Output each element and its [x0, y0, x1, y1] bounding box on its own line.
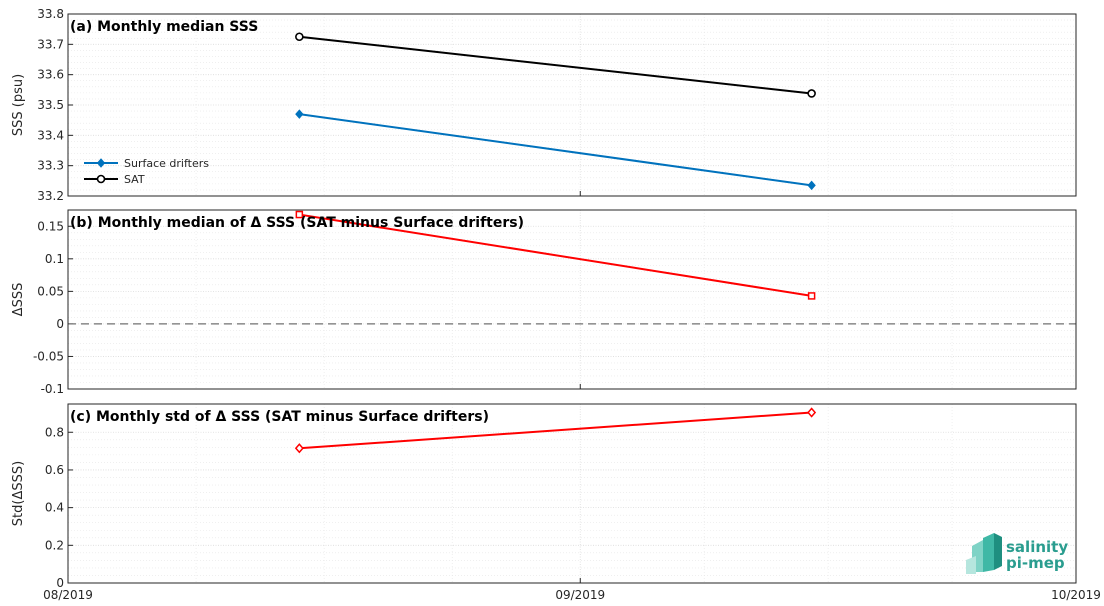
y-tick-label: 33.3	[37, 159, 64, 173]
y-tick-label: 0.2	[45, 538, 64, 552]
panel-b-background	[68, 210, 1076, 389]
panel-title: (a) Monthly median SSS	[70, 19, 258, 35]
logo-text-line1: salinity	[1006, 538, 1068, 556]
x-axis-labels: 08/2019 09/2019 10/2019	[43, 588, 1101, 602]
panel-title: (c) Monthly std of Δ SSS (SAT minus Surf…	[70, 409, 489, 425]
y-tick-label: 0	[56, 317, 64, 331]
y-tick-label: 33.6	[37, 68, 64, 82]
y-tick-label: 0.1	[45, 252, 64, 266]
logo-text-line2: pi-mep	[1006, 554, 1065, 572]
data-point	[295, 32, 304, 42]
y-axis-label: ΔSSS	[11, 283, 26, 317]
axes-frame	[67, 209, 1077, 390]
series-line	[299, 213, 812, 297]
panel-a-background	[68, 14, 1076, 196]
y-tick-label: 0	[56, 576, 64, 590]
legend-marker	[96, 174, 106, 184]
legend-marker	[96, 158, 106, 168]
y-tick-label: 0.05	[37, 284, 64, 298]
legend-label: Surface drifters	[124, 157, 209, 170]
series-line	[299, 113, 812, 187]
panel-title: (b) Monthly median of Δ SSS (SAT minus S…	[70, 215, 524, 231]
y-tick-label: 0.6	[45, 463, 64, 477]
y-tick-label: 0.4	[45, 501, 64, 515]
y-tick-label: 33.8	[37, 7, 64, 21]
logo-mark-icon	[966, 533, 1002, 574]
y-tick-label: -0.05	[33, 349, 64, 363]
y-tick-label: 33.5	[37, 98, 64, 112]
y-tick-label: -0.1	[41, 382, 64, 396]
axes-frame	[67, 13, 1077, 197]
series-line	[299, 411, 812, 450]
data-point	[807, 89, 816, 98]
y-tick-label: 0.15	[37, 219, 64, 233]
y-tick-label: 33.2	[37, 189, 64, 203]
y-tick-label: 33.4	[37, 128, 64, 142]
panel-a: 33.2 33.3 33.4 33.5 33.6 33.7 33.8 SSS (psu) Sur…	[11, 7, 1077, 203]
x-tick-label: 10/2019	[1051, 588, 1101, 602]
y-tick-label: 33.7	[37, 37, 64, 51]
data-point	[295, 109, 304, 119]
y-axis-label: SSS (psu)	[11, 74, 26, 136]
y-tick-label: 0.8	[45, 425, 64, 439]
series-line	[299, 35, 812, 95]
data-point	[807, 407, 817, 418]
panel-c: 0 0.2 0.4 0.6 0.8 Std(ΔSSS) (c) Monthly std of…	[11, 403, 1077, 590]
data-point	[807, 180, 816, 191]
panel-c-background	[68, 404, 1076, 583]
data-point	[807, 292, 816, 300]
salinity-pi-mep-logo: salinity pi-mep	[966, 533, 1068, 574]
x-tick-label: 09/2019	[555, 588, 605, 602]
legend-label: SAT	[124, 173, 145, 186]
data-point	[294, 443, 304, 454]
data-point	[295, 210, 304, 219]
panel-b: -0.1 -0.05 0 0.05 0.1 0.15 ΔSSS (b) Monthly med…	[11, 209, 1077, 396]
x-tick-label: 08/2019	[43, 588, 93, 602]
axes-frame	[67, 403, 1077, 584]
y-axis-label: Std(ΔSSS)	[11, 461, 26, 526]
